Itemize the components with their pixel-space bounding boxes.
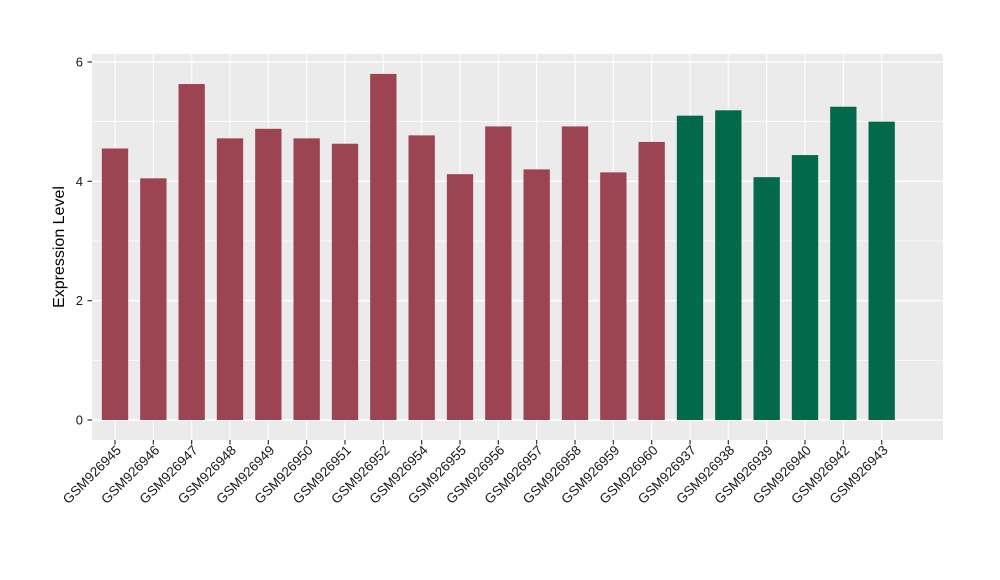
bar-GSM926957 — [523, 169, 550, 420]
bar-GSM926958 — [561, 126, 589, 421]
bar-GSM926945 — [101, 148, 129, 420]
bar-GSM926951 — [331, 143, 359, 420]
bar-GSM926959 — [600, 172, 627, 420]
bar-GSM926937 — [676, 115, 704, 421]
bar-GSM926947 — [178, 84, 205, 421]
bar-GSM926939 — [753, 177, 780, 420]
bar-GSM926949 — [255, 128, 282, 420]
bar-GSM926938 — [715, 110, 742, 421]
y-tick-label-4: 4 — [76, 174, 83, 189]
bar-GSM926940 — [791, 155, 819, 421]
axis-ticks-layer — [87, 61, 883, 445]
y-tick-label-6: 6 — [76, 54, 83, 69]
bars-layer — [101, 73, 895, 421]
bar-GSM926942 — [830, 106, 857, 421]
bar-GSM926946 — [140, 178, 167, 420]
bar-GSM926955 — [446, 174, 474, 420]
y-tick-label-0: 0 — [76, 413, 83, 428]
y-axis-title: Expression Level — [51, 186, 68, 308]
bar-GSM926952 — [370, 73, 397, 420]
bar-GSM926948 — [216, 138, 244, 420]
bar-GSM926943 — [868, 121, 895, 421]
y-tick-label-2: 2 — [76, 293, 83, 308]
bar-GSM926956 — [485, 126, 512, 421]
bar-GSM926960 — [638, 141, 665, 420]
bar-GSM926950 — [293, 138, 320, 420]
bar-GSM926954 — [408, 135, 435, 421]
